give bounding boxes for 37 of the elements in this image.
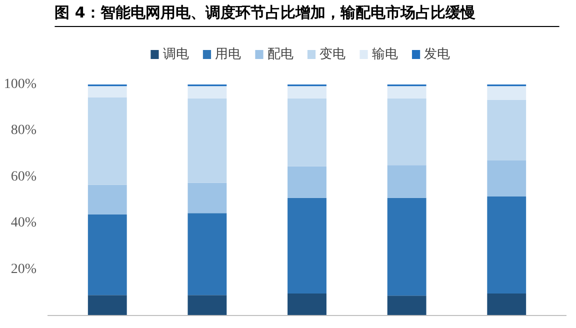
bar [188,98,227,183]
bar [487,100,526,160]
bar [188,213,227,296]
bar [387,165,426,198]
bar [288,166,326,198]
bar [387,296,426,316]
bar [188,295,227,316]
bar [288,198,326,294]
y-tick-label: 100% [4,77,37,92]
bar [288,294,326,316]
bar [88,295,127,316]
legend-label: 配电 [267,47,294,62]
y-tick-label: 80% [10,123,37,138]
bar [387,86,426,98]
bar [88,97,127,185]
bar [88,86,127,98]
bar [288,86,326,98]
y-tick-label: 40% [10,216,37,231]
chart-title: 图 4：智能电网用电、调度环节占比增加，输配电市场占比缓慢 [54,4,476,22]
y-tick-label: 20% [10,262,37,277]
bar [188,182,227,214]
bar [487,196,526,294]
bar [387,198,426,296]
bar [487,294,526,316]
legend-label: 调电 [162,47,189,62]
bar [88,214,127,296]
bar [88,184,127,215]
bar [288,98,326,166]
legend-label: 发电 [424,47,450,62]
legend-label: 输电 [372,47,398,62]
legend-label: 用电 [215,47,242,62]
y-tick-label: 60% [10,169,37,184]
bar [387,98,426,166]
bar [487,86,526,100]
bar [188,86,227,98]
bar [487,160,526,197]
legend-label: 变电 [320,47,346,62]
